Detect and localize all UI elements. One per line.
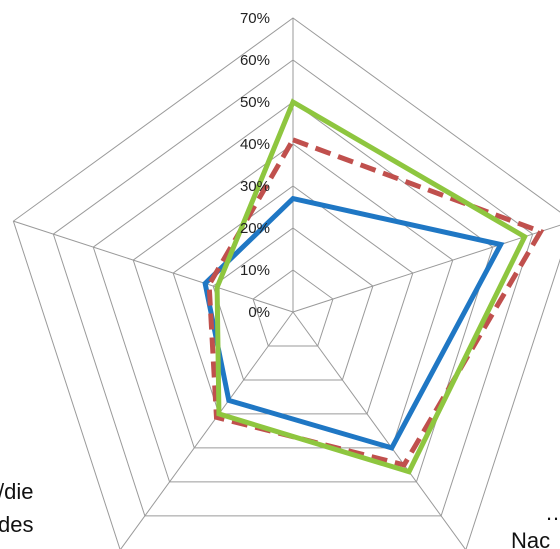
grid-ring — [172, 185, 414, 415]
series-layer — [202, 98, 545, 475]
grid-ring — [12, 17, 560, 549]
grid-ring — [212, 227, 374, 381]
tick-label: 10% — [240, 262, 270, 279]
grid-ring — [52, 59, 534, 517]
tick-label: 30% — [240, 178, 270, 195]
tick-label: 50% — [240, 94, 270, 111]
tick-label: 40% — [240, 136, 270, 153]
axis-label-fragment: Nac — [511, 528, 550, 549]
radar-grid — [12, 17, 560, 549]
axis-label-fragment: des — [0, 512, 33, 537]
radial-tick-labels: 0% 10% 20% 30% 40% 50% 60% 70% — [240, 10, 270, 321]
grid-ring — [92, 101, 494, 483]
tick-label: 70% — [240, 10, 270, 27]
grid-ring — [252, 269, 334, 347]
axis-label-fragment: … — [545, 500, 560, 525]
axis-labels: /die des … Nac — [0, 479, 560, 549]
grid-spoke — [292, 311, 466, 549]
tick-label: 20% — [240, 220, 270, 237]
grid-spoke — [120, 311, 294, 549]
axis-label-fragment: /die — [0, 479, 33, 504]
grid-spoke — [13, 220, 294, 313]
tick-label: 0% — [248, 304, 270, 321]
tick-label: 60% — [240, 52, 270, 69]
series-line — [214, 98, 528, 475]
grid-ring — [132, 143, 454, 449]
